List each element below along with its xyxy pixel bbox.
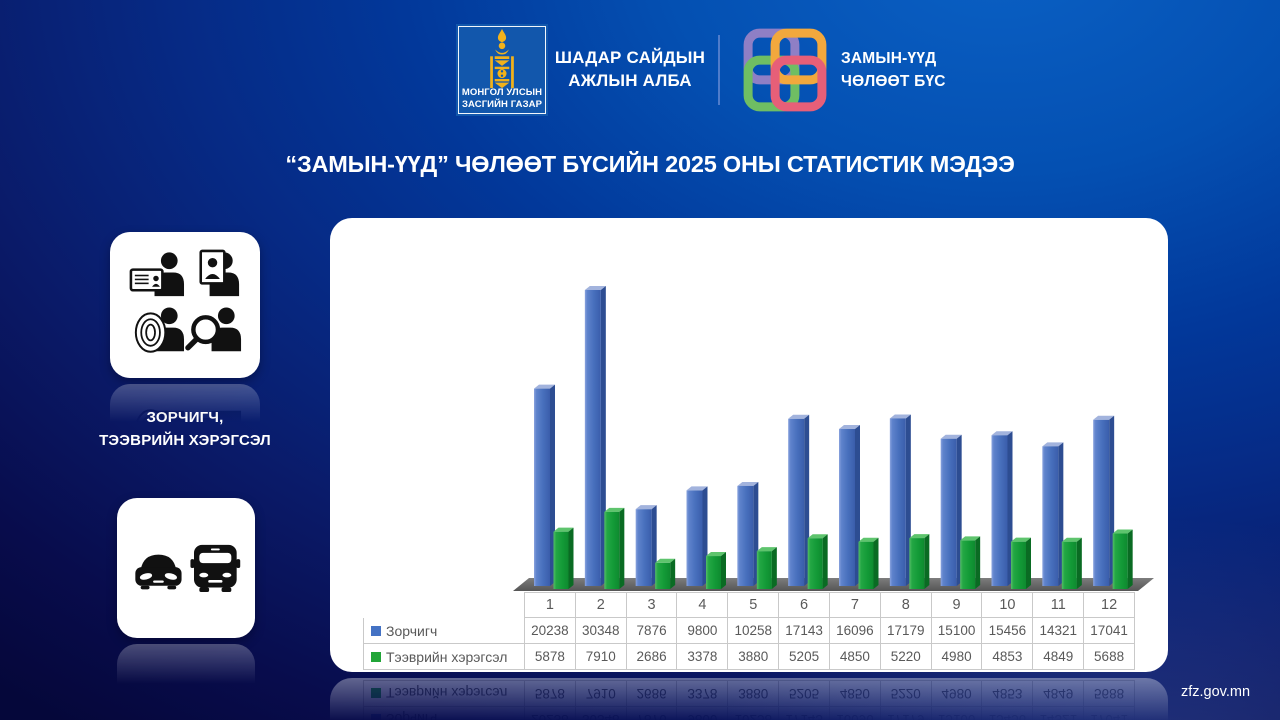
table-value: 15100 [931, 618, 983, 644]
table-value: 5688 [1084, 644, 1135, 670]
soyombo-icon [490, 29, 514, 89]
table-value: 3378 [677, 644, 729, 670]
month-header: 6 [779, 592, 830, 618]
series-name: Зорчигч [386, 622, 438, 639]
table-value: 7876 [626, 618, 678, 644]
table-value: 16096 [829, 618, 881, 644]
month-header: 1 [525, 592, 576, 618]
table-value: 17041 [1084, 618, 1135, 644]
month-header: 12 [1084, 592, 1135, 618]
table-value: 3880 [728, 644, 780, 670]
month-header: 7 [829, 592, 881, 618]
sidebar-passenger-label: ЗОРЧИГЧ, ТЭЭВРИЙН ХЭРЭГСЭЛ [99, 409, 271, 450]
bar-group-11 [1042, 442, 1082, 589]
month-header: 8 [880, 592, 932, 618]
table-value: 7910 [575, 644, 627, 670]
legend-swatch [371, 651, 381, 662]
month-header: 3 [626, 592, 678, 618]
table-value: 17179 [880, 618, 932, 644]
month-header: 5 [728, 592, 780, 618]
bar-group-7 [839, 425, 879, 589]
vehicle-icons [135, 544, 241, 592]
zamiin-uud-knot-icon [743, 28, 827, 112]
page-title: “ЗАМЫН-ҮҮД” ЧӨЛӨӨТ БҮСИЙН 2025 ОНЫ СТАТИ… [285, 151, 1015, 177]
series-label: Тээврийн хэрэгсэл [363, 644, 525, 670]
table-value: 9800 [677, 618, 729, 644]
header-brand-bar: МОНГОЛ УЛСЫН ЗАСГИЙН ГАЗАР ШАДАР САЙДЫН … [456, 24, 946, 116]
bar-group-12 [1093, 415, 1133, 589]
gov-logo-caption: МОНГОЛ УЛСЫН ЗАСГИЙН ГАЗАР [461, 87, 543, 111]
bar-group-4 [686, 486, 726, 589]
table-value: 5205 [779, 644, 830, 670]
table-value: 5220 [880, 644, 932, 670]
data-table: 1 2 3 4 5 6 7 8 9 10 11 12 Зорчигч 20238 30348 7876 9800… [363, 592, 1135, 670]
table-value: 17143 [779, 618, 830, 644]
month-header: 10 [982, 592, 1034, 618]
bar-group-9 [940, 434, 981, 589]
series-label: Зорчигч [363, 618, 525, 644]
table-value: 20238 [525, 618, 576, 644]
government-logo: МОНГОЛ УЛСЫН ЗАСГИЙН ГАЗАР [456, 24, 548, 116]
table-value: 5878 [525, 644, 576, 670]
reflection [117, 644, 255, 686]
header-divider [718, 35, 720, 105]
table-value: 14321 [1033, 618, 1085, 644]
month-header: 4 [677, 592, 729, 618]
month-header: 9 [931, 592, 983, 618]
table-value: 2686 [626, 644, 678, 670]
bar-group-3 [635, 505, 676, 589]
bar-group-6 [788, 414, 828, 589]
month-header: 11 [1033, 592, 1085, 618]
statistics-chart-card: 1 2 3 4 5 6 7 8 9 10 11 12 Зорчигч 20238 30348 7876 9800… [330, 218, 1168, 672]
sidebar-item-vehicles[interactable] [117, 498, 255, 638]
passenger-control-icon [129, 249, 242, 353]
series-name: Тээврийн хэрэгсэл [386, 648, 508, 665]
bar-group-5 [737, 481, 777, 589]
table-value: 10258 [728, 618, 780, 644]
sidebar-item-passengers[interactable] [110, 232, 260, 378]
table-value: 4849 [1033, 644, 1085, 670]
legend-swatch [371, 625, 381, 636]
reflection: 123456789101112Зорчигч202383034878769800… [330, 678, 1168, 720]
table-value: 4850 [829, 644, 881, 670]
table-value: 30348 [575, 618, 627, 644]
free-zone-label: ЗАМЫН-ҮҮД ЧӨЛӨӨТ БҮС [841, 49, 946, 90]
table-value: 4980 [931, 644, 983, 670]
bar-group-2 [584, 286, 625, 589]
bar-group-8 [889, 414, 930, 589]
table-value: 4853 [982, 644, 1034, 670]
bar-group-1 [534, 384, 574, 589]
website-text: zfz.gov.mn [1181, 684, 1251, 700]
table-corner-blank [363, 592, 525, 618]
bar-chart [513, 286, 1154, 591]
bar-group-10 [991, 431, 1031, 589]
deputy-pm-office-label: ШАДАР САЙДЫН АЖЛЫН АЛБА [554, 48, 706, 90]
month-header: 2 [575, 592, 627, 618]
table-value: 15456 [982, 618, 1034, 644]
